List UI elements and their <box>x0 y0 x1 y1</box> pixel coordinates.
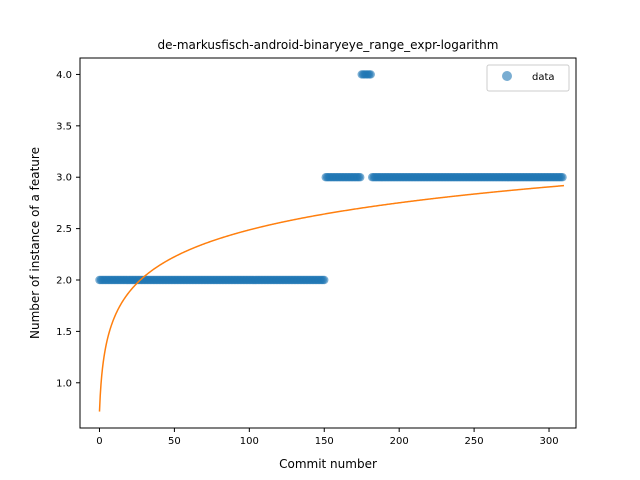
y-tick-label: 4.0 <box>56 70 72 81</box>
chart-title: de-markusfisch-android-binaryeye_range_e… <box>158 38 499 52</box>
data-point <box>366 70 375 79</box>
legend: data <box>486 64 570 92</box>
data-point <box>320 275 329 285</box>
x-tick-label: 50 <box>168 436 181 447</box>
x-axis-label: Commit number <box>279 457 377 471</box>
y-tick-label: 2.0 <box>56 276 72 287</box>
y-tick-label: 3.0 <box>56 173 72 184</box>
legend-box <box>486 64 570 92</box>
y-tick-label: 1.5 <box>56 327 72 338</box>
y-tick-label: 1.0 <box>56 378 72 389</box>
x-tick-label: 150 <box>315 436 334 447</box>
x-tick-label: 300 <box>539 436 558 447</box>
fit-line <box>98 184 565 412</box>
legend-label-data: data <box>532 72 555 83</box>
x-tick-label: 250 <box>465 436 484 447</box>
x-tick-label: 100 <box>240 436 259 447</box>
plot-frame <box>79 57 577 429</box>
y-tick-label: 2.5 <box>56 224 72 235</box>
y-axis-label: Number of instance of a feature <box>28 147 42 339</box>
y-axis: 1.0 1.5 2.0 2.5 3.0 3.5 4.0 <box>56 70 80 389</box>
x-tick-label: 200 <box>390 436 409 447</box>
data-point <box>356 173 365 182</box>
x-axis: 0 50 100 150 200 250 300 <box>96 428 559 447</box>
data-point <box>558 173 567 182</box>
y-tick-label: 3.5 <box>56 121 72 132</box>
legend-marker-data <box>502 71 512 81</box>
x-tick-label: 0 <box>96 436 102 447</box>
plot-area <box>95 70 567 412</box>
